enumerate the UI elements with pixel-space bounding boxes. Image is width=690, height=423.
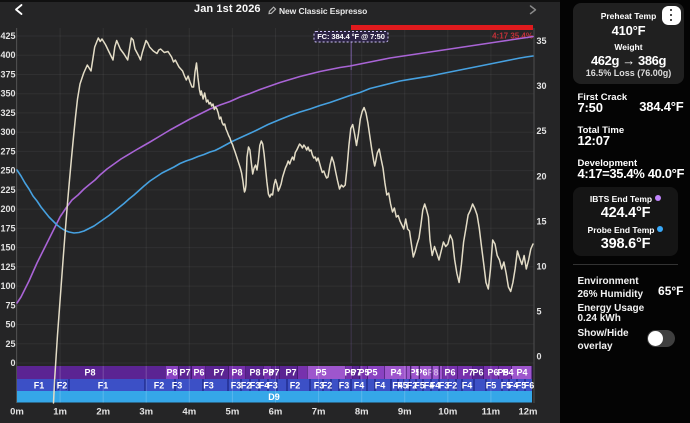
svg-text:100: 100 [0,281,15,291]
svg-text:350: 350 [0,89,15,99]
svg-text:F4: F4 [508,380,519,390]
svg-text:D9: D9 [268,392,280,402]
svg-text:P8: P8 [262,368,273,378]
svg-text:25: 25 [5,339,15,349]
svg-text:P7: P7 [462,368,473,378]
svg-text:30: 30 [537,81,547,91]
svg-text:P6: P6 [472,368,483,378]
svg-text:175: 175 [0,223,15,233]
svg-text:F3: F3 [231,380,242,390]
svg-text:P5: P5 [409,368,420,378]
svg-text:F5: F5 [516,380,527,390]
svg-text:200: 200 [0,204,15,214]
svg-text:20: 20 [537,171,547,181]
svg-text:F3: F3 [172,380,183,390]
svg-text:425: 425 [0,31,15,41]
svg-text:11m: 11m [482,407,501,418]
svg-text:300: 300 [0,127,15,137]
svg-text:F3: F3 [314,380,325,390]
svg-text:25: 25 [537,126,547,136]
svg-text:F4: F4 [392,380,403,390]
svg-text:FC: 384.4 °F @ 7:50: FC: 384.4 °F @ 7:50 [317,32,385,41]
svg-text:75: 75 [5,300,15,310]
svg-text:50: 50 [5,320,15,330]
svg-text:F2: F2 [290,380,301,390]
svg-text:P8: P8 [84,368,95,378]
svg-text:10: 10 [537,262,547,272]
svg-text:P4: P4 [502,368,513,378]
svg-text:0: 0 [537,352,542,362]
svg-text:150: 150 [0,243,15,253]
svg-text:F3: F3 [339,380,350,390]
svg-text:F4: F4 [375,380,386,390]
svg-text:8m: 8m [355,407,369,418]
svg-text:F3: F3 [250,380,261,390]
svg-text:P5: P5 [497,368,508,378]
svg-text:325: 325 [0,108,15,118]
svg-text:P7: P7 [285,368,296,378]
svg-text:F2: F2 [322,380,333,390]
svg-text:F4: F4 [354,380,365,390]
svg-text:F5: F5 [501,380,512,390]
svg-text:1m: 1m [53,407,67,418]
svg-text:P8: P8 [231,368,242,378]
svg-text:F2: F2 [57,380,68,390]
svg-text:P6: P6 [344,368,355,378]
svg-text:P6: P6 [444,368,455,378]
svg-text:275: 275 [0,146,15,156]
svg-text:P8: P8 [249,368,260,378]
svg-text:375: 375 [0,70,15,80]
svg-text:F3: F3 [439,380,450,390]
svg-text:P6: P6 [487,368,498,378]
svg-text:P8: P8 [427,368,438,378]
svg-text:P5: P5 [315,368,326,378]
svg-text:F3: F3 [267,380,278,390]
svg-text:15: 15 [537,216,547,226]
svg-text:6m: 6m [269,407,283,418]
svg-text:P7: P7 [179,368,190,378]
svg-text:35: 35 [537,36,547,46]
svg-text:F2: F2 [407,380,418,390]
svg-text:P5: P5 [366,368,377,378]
svg-text:P4: P4 [516,368,527,378]
svg-text:400: 400 [0,50,15,60]
svg-text:P8: P8 [166,368,177,378]
svg-text:P6: P6 [193,368,204,378]
svg-text:125: 125 [0,262,15,272]
svg-text:F4: F4 [424,380,435,390]
svg-text:3m: 3m [139,407,153,418]
svg-text:12m: 12m [518,407,537,418]
svg-text:7m: 7m [312,407,326,418]
svg-text:9m: 9m [398,407,412,418]
svg-text:F2: F2 [241,380,252,390]
svg-text:F4: F4 [462,380,473,390]
svg-text:0m: 0m [10,407,24,418]
svg-text:P5: P5 [358,368,369,378]
svg-text:F4: F4 [259,380,270,390]
svg-text:P7: P7 [213,368,224,378]
svg-text:P7: P7 [268,368,279,378]
svg-text:250: 250 [0,166,15,176]
svg-text:4m: 4m [182,407,196,418]
svg-text:F3: F3 [203,380,214,390]
svg-text:4:17 35.4%: 4:17 35.4% [492,32,533,41]
svg-text:5: 5 [537,307,542,317]
svg-text:2m: 2m [96,407,110,418]
svg-text:5m: 5m [226,407,240,418]
svg-text:10m: 10m [438,407,457,418]
svg-text:F4: F4 [430,380,441,390]
svg-text:P4: P4 [390,368,401,378]
svg-text:F6: F6 [524,380,535,390]
svg-text:F5: F5 [486,380,497,390]
svg-text:P6: P6 [416,368,427,378]
svg-text:F2: F2 [447,380,458,390]
svg-text:F5: F5 [397,380,408,390]
svg-text:P7: P7 [350,368,361,378]
svg-text:0: 0 [10,358,15,368]
svg-text:F5: F5 [414,380,425,390]
svg-text:F1: F1 [98,380,109,390]
svg-text:F2: F2 [154,380,165,390]
svg-text:F1: F1 [34,380,45,390]
svg-text:225: 225 [0,185,15,195]
